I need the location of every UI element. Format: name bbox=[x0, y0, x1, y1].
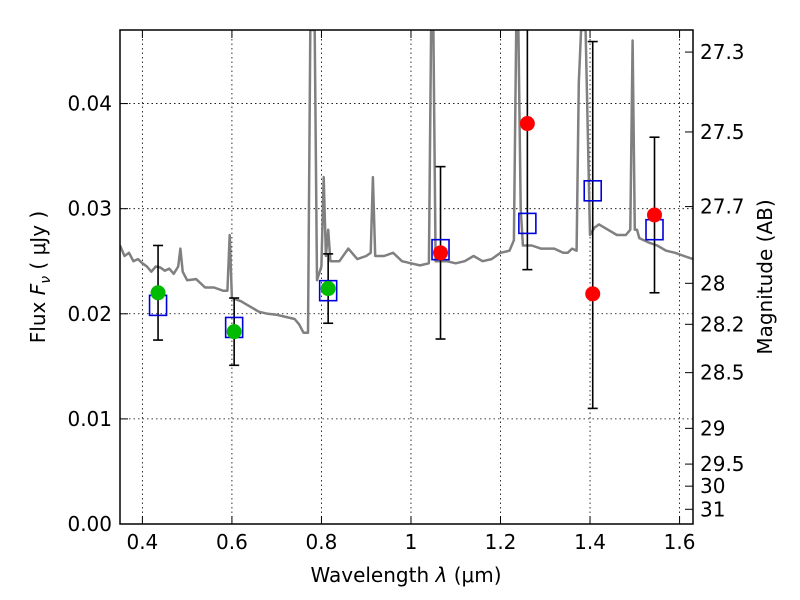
ticks: 0.4 0.6 0.8 1 1.2 1.4 1.6 0.00 0.01 0.02 0.03 0.04 2… bbox=[67, 30, 745, 554]
x-tick-label: 1.2 bbox=[485, 530, 517, 554]
y2-tick-label: 28 bbox=[700, 271, 725, 295]
y-tick-label: 0.04 bbox=[67, 92, 112, 116]
space-flux-point bbox=[519, 116, 535, 132]
y2-tick-label: 27.7 bbox=[700, 195, 745, 219]
y2-tick-label: 29 bbox=[700, 416, 725, 440]
x-axis-label: Wavelength λ (μm) bbox=[310, 563, 501, 587]
y-tick-label: 0.01 bbox=[67, 407, 112, 431]
y2-tick-label: 29.5 bbox=[700, 452, 745, 476]
plot-frame bbox=[119, 29, 694, 525]
ground-flux-point bbox=[226, 324, 242, 340]
y2-tick-label: 31 bbox=[700, 497, 725, 521]
grid bbox=[120, 30, 693, 525]
y-tick-label: 0.00 bbox=[67, 512, 112, 536]
x-tick-label: 0.4 bbox=[126, 530, 158, 554]
model-flux-box bbox=[518, 212, 537, 235]
x-tick-label: 0.8 bbox=[306, 530, 338, 554]
space-flux-point bbox=[647, 207, 663, 223]
ground-flux-point bbox=[150, 285, 166, 301]
model-flux-box bbox=[583, 180, 603, 202]
y2-tick-label: 27.5 bbox=[700, 120, 745, 144]
x-tick-label: 0.6 bbox=[216, 530, 248, 554]
space-flux-point bbox=[433, 245, 449, 261]
template-spectrum-line bbox=[120, 30, 693, 334]
y2-tick-label: 28.5 bbox=[700, 361, 745, 385]
y-tick-label: 0.03 bbox=[67, 197, 112, 221]
ground-flux-point bbox=[320, 281, 336, 297]
y2-tick-label: 30 bbox=[700, 474, 725, 498]
y-axis-label: Flux Fν ( μJy ) bbox=[26, 211, 54, 343]
plot-background bbox=[120, 30, 693, 524]
x-tick-label: 1 bbox=[405, 530, 418, 554]
y2-tick-label: 28.2 bbox=[700, 312, 745, 336]
x-tick-label: 1.6 bbox=[664, 530, 696, 554]
y2-axis-label: Magnitude (AB) bbox=[753, 199, 777, 354]
y2-tick-label: 27.3 bbox=[700, 40, 745, 64]
data-layer bbox=[120, 30, 693, 410]
model-flux-box bbox=[318, 279, 338, 302]
space-flux-point bbox=[585, 286, 601, 302]
y-tick-label: 0.02 bbox=[67, 302, 112, 326]
x-tick-label: 1.4 bbox=[574, 530, 606, 554]
